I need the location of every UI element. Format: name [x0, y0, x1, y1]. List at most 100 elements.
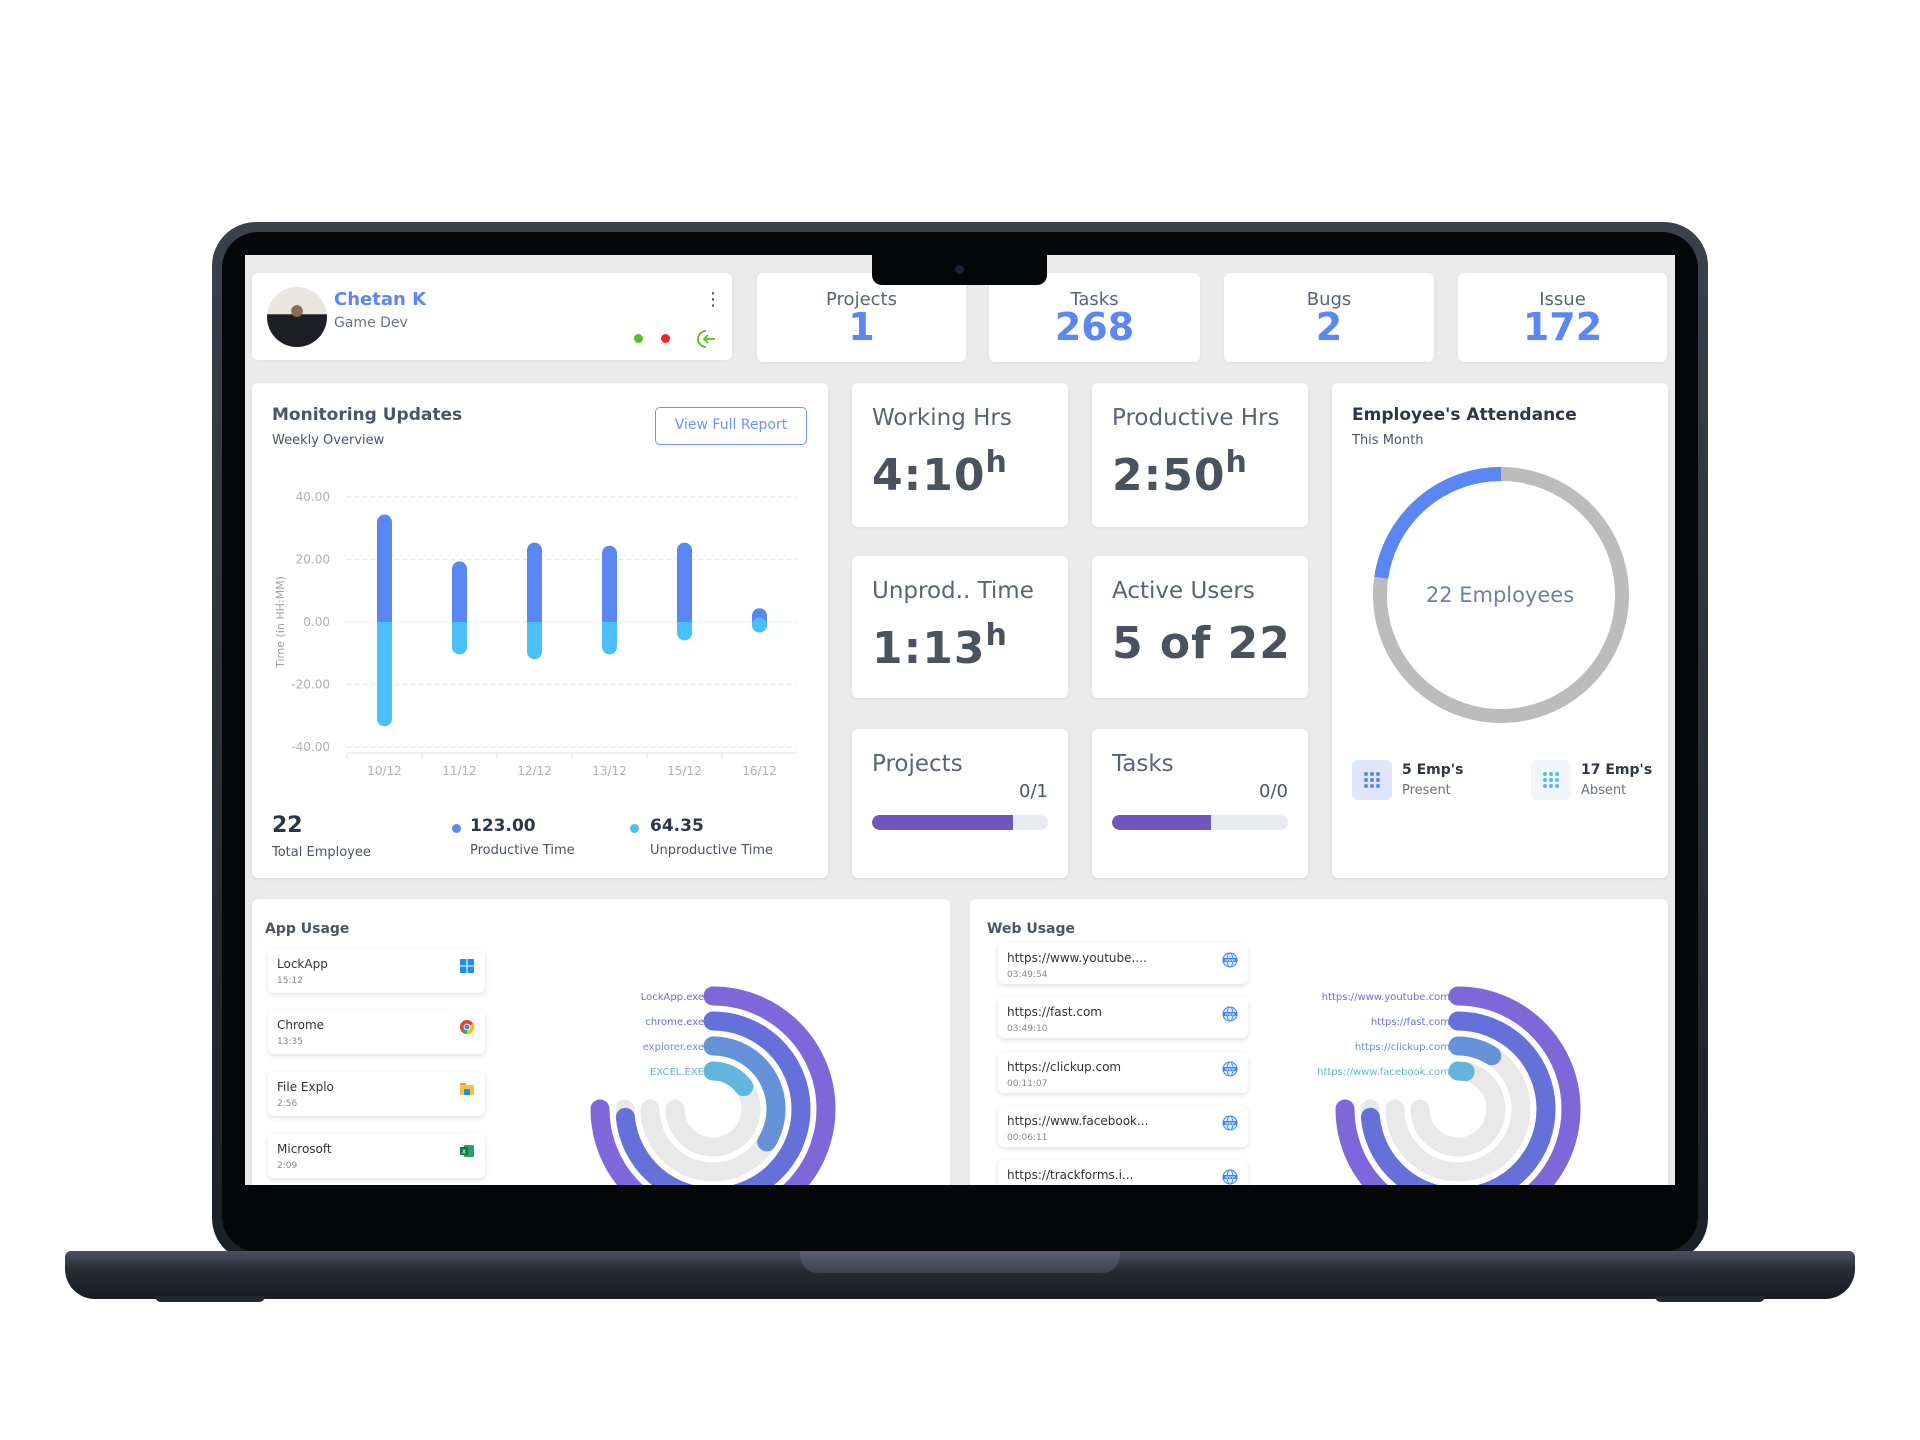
productive-bar[interactable] [452, 568, 467, 622]
donut-center-label: 22 Employees [1425, 583, 1575, 607]
chrome-icon [459, 1019, 475, 1035]
list-item[interactable]: Chrome 13:35 [268, 1010, 485, 1054]
profile-name: Chetan K [334, 289, 427, 310]
productive-bar[interactable] [677, 550, 692, 622]
avatar[interactable] [267, 287, 327, 347]
item-name: https://www.youtube.... [1007, 951, 1147, 965]
item-time: 13:35 [277, 1037, 303, 1047]
folder-icon [459, 1081, 475, 1097]
absent-count: 17 Emp's [1581, 762, 1653, 778]
list-item[interactable]: LockApp 15:12 [268, 949, 485, 993]
absent-label: Absent [1581, 783, 1627, 798]
online-status-dot [634, 334, 643, 343]
x-tick-label: 16/12 [742, 764, 777, 778]
svg-text:www: www [1225, 1066, 1236, 1071]
bar-cap [452, 639, 467, 655]
ring-label: explorer.exe [643, 1042, 704, 1053]
x-tick-label: 10/12 [367, 764, 402, 778]
ring-label: https://clickup.com [1355, 1042, 1450, 1053]
stat-label: Issue [1539, 289, 1586, 310]
dashboard-screen: Chetan K Game Dev ⋮ Projects 1 Tasks 268 B… [245, 255, 1675, 1185]
active-users-card: Active Users 5 of 22 [1092, 556, 1308, 698]
ring-arc[interactable] [703, 1036, 786, 1152]
attendance-card: Employee's Attendance This Month 22 Empl… [1332, 383, 1668, 878]
globe-icon: www [1222, 1006, 1238, 1022]
list-item[interactable]: https://www.facebook... 00:06:11 www [998, 1106, 1248, 1147]
ring-label: https://www.facebook.com [1317, 1067, 1450, 1078]
stat-value: 2 [1315, 305, 1343, 349]
profile-card: Chetan K Game Dev ⋮ [252, 273, 732, 360]
stat-bugs[interactable]: Bugs 2 [1224, 273, 1434, 362]
item-name: https://fast.com [1007, 1005, 1102, 1019]
ring-arc[interactable] [1448, 1061, 1475, 1082]
stat-value: 268 [1054, 305, 1135, 349]
item-name: https://clickup.com [1007, 1060, 1122, 1074]
excel-icon: x [459, 1143, 475, 1159]
bar-cap [527, 542, 542, 558]
ring-label: https://www.youtube.com [1322, 992, 1450, 1003]
unproductive-value: 64.35 [650, 816, 704, 836]
ring-track [1410, 1061, 1506, 1157]
item-time: 15:12 [277, 976, 303, 986]
stat-value: 1 [848, 305, 875, 349]
camera-notch [872, 255, 1047, 285]
metric-value: 1:13h [872, 618, 1008, 674]
item-name: LockApp [277, 957, 328, 971]
bar-cap [677, 625, 692, 641]
present-label: Present [1402, 783, 1451, 798]
stat-issue[interactable]: Issue 172 [1458, 273, 1667, 362]
present-count: 5 Emp's [1402, 762, 1464, 778]
list-item[interactable]: File Explo 2:56 [268, 1072, 485, 1116]
list-item[interactable]: Microsoft 2:09 x [268, 1134, 485, 1178]
productive-bar[interactable] [602, 553, 617, 622]
ring-arc[interactable] [615, 1011, 811, 1185]
total-employee-label: Total Employee [272, 845, 371, 860]
stat-value: 172 [1522, 305, 1603, 349]
laptop-foot [155, 1296, 265, 1302]
absent-grid-icon [1531, 760, 1571, 800]
unproductive-bar[interactable] [377, 622, 392, 719]
list-item[interactable]: https://clickup.com 00:11:07 www [998, 1052, 1248, 1093]
ring-arc[interactable] [1448, 1036, 1502, 1066]
view-full-report-button[interactable]: View Full Report [655, 407, 807, 445]
metric-title: Tasks [1112, 751, 1174, 777]
globe-icon: www [1222, 952, 1238, 968]
svg-text:x: x [462, 1148, 466, 1156]
globe-icon: www [1222, 1115, 1238, 1131]
monitoring-subtitle: Weekly Overview [272, 433, 385, 448]
y-axis-title: Time (in HH:MM) [274, 576, 287, 669]
stat-projects[interactable]: Projects 1 [757, 273, 966, 362]
list-item[interactable]: https://www.youtube.... 03:49:54 www [998, 943, 1248, 984]
app-usage-title: App Usage [265, 921, 350, 937]
bar-cap [752, 617, 767, 633]
kebab-menu-icon[interactable]: ⋮ [704, 289, 722, 310]
ring-arc[interactable] [1360, 1011, 1556, 1185]
list-item[interactable]: https://trackforms.i... www [998, 1160, 1248, 1185]
attendance-title: Employee's Attendance [1352, 405, 1577, 425]
stat-label: Tasks [1070, 289, 1119, 310]
productive-label: Productive Time [470, 843, 575, 858]
unproductive-bar[interactable] [527, 622, 542, 652]
unproductive-time-card: Unprod.. Time 1:13h [852, 556, 1068, 698]
metric-unit: h [985, 618, 1008, 653]
progress-count: 0/1 [1019, 781, 1048, 802]
svg-text:www: www [1225, 1120, 1236, 1125]
ring-arc[interactable] [1335, 986, 1581, 1185]
productive-hrs-card: Productive Hrs 2:50h [1092, 383, 1308, 527]
globe-icon: www [1222, 1169, 1238, 1185]
productive-bar[interactable] [527, 550, 542, 622]
svg-text:www: www [1225, 1174, 1236, 1179]
stat-label: Bugs [1306, 289, 1352, 310]
list-item[interactable]: https://fast.com 03:49:10 www [998, 997, 1248, 1038]
metric-title: Productive Hrs [1112, 405, 1280, 431]
tasks-progress-bar [1112, 815, 1288, 830]
productive-bar[interactable] [377, 522, 392, 622]
ring-arc[interactable] [590, 986, 836, 1185]
item-name: Chrome [277, 1018, 325, 1032]
total-employee-value: 22 [272, 813, 303, 838]
logout-icon[interactable] [695, 328, 717, 350]
metric-value: 4:10h [872, 445, 1008, 501]
ring-arc[interactable] [703, 1061, 754, 1097]
stat-tasks[interactable]: Tasks 268 [989, 273, 1200, 362]
item-time: 03:49:10 [1007, 1024, 1048, 1034]
